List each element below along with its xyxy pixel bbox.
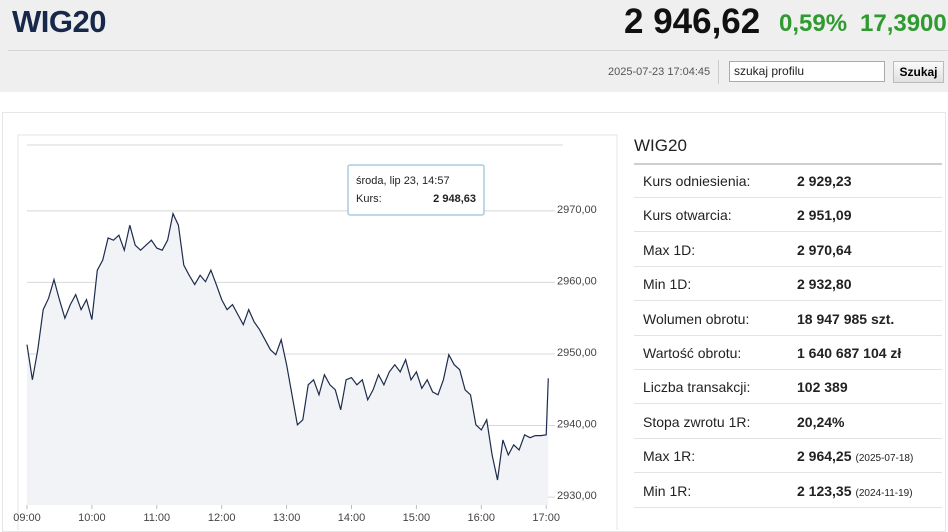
y-tick-label: 2930,00 bbox=[557, 490, 597, 502]
stat-label: Kurs otwarcia: bbox=[643, 207, 732, 224]
change-pct: 0,59% bbox=[779, 10, 848, 37]
stats-row: Liczba transakcji: 102 389 bbox=[634, 370, 942, 405]
stat-value: 20,24% bbox=[797, 413, 845, 430]
stat-label: Wartość obrotu: bbox=[643, 345, 742, 361]
stats-row: Wolumen obrotu: 18 947 985 szt. bbox=[634, 302, 942, 336]
area bbox=[27, 213, 549, 505]
y-tick-label: 2940,00 bbox=[557, 418, 597, 430]
stat-value: 2 932,80 bbox=[797, 276, 852, 293]
stat-label: Min 1D: bbox=[643, 276, 692, 293]
stat-value: 2 951,09 bbox=[797, 207, 852, 224]
stat-date: (2025-07-18) bbox=[855, 453, 914, 465]
stats-row: Wartość obrotu: 1 640 687 104 zł bbox=[634, 336, 942, 370]
stats-title: WIG20 bbox=[634, 136, 687, 155]
x-tick-label: 16:00 bbox=[468, 512, 496, 524]
price-line bbox=[26, 211, 549, 481]
stat-value: 2 123,35 bbox=[797, 482, 852, 499]
tooltip: środa, lip 23, 14:57 Kurs: 2 948,63 bbox=[347, 164, 485, 216]
stat-value-cell: 102 389 bbox=[797, 379, 848, 395]
stats-row: Min 1D: 2 932,80 bbox=[634, 267, 942, 302]
price: 2 946,62 bbox=[624, 2, 761, 41]
x-tick-label: 14:00 bbox=[338, 512, 366, 524]
stat-value-cell: 2 932,80 bbox=[797, 276, 852, 292]
stat-value-cell: 2 964,25 (2025-07-18) bbox=[797, 448, 913, 464]
stat-value-cell: 20,24% bbox=[797, 414, 844, 430]
stat-value: 1 640 687 104 zł bbox=[797, 345, 902, 361]
x-tick-label: 13:00 bbox=[273, 512, 301, 524]
x-tick-label: 11:00 bbox=[143, 512, 170, 524]
stat-value-cell: 2 951,09 bbox=[797, 207, 852, 223]
stat-value: 2 970,64 bbox=[797, 241, 852, 258]
separator bbox=[634, 163, 942, 165]
stat-value-cell: 2 929,23 bbox=[797, 173, 852, 189]
stat-value: 102 389 bbox=[797, 379, 848, 396]
tooltip-value: 2 948,63 bbox=[433, 193, 476, 205]
timestamp: 2025-07-23 17:04:45 bbox=[608, 66, 711, 78]
divider bbox=[718, 60, 719, 84]
stats-row: Max 1R: 2 964,25 (2025-07-18) bbox=[634, 439, 942, 474]
x-tick-label: 17:00 bbox=[532, 512, 560, 524]
stat-label: Stopa zwrotu 1R: bbox=[643, 413, 751, 430]
x-tick-label: 12:00 bbox=[208, 512, 236, 524]
stat-value-cell: 18 947 985 szt. bbox=[797, 311, 894, 327]
stat-value: 2 929,23 bbox=[797, 173, 852, 189]
stat-value: 18 947 985 szt. bbox=[797, 310, 895, 327]
y-tick-label: 2970,00 bbox=[557, 204, 597, 216]
stat-date: (2024-11-19) bbox=[855, 487, 913, 499]
stat-value: 2 964,25 bbox=[797, 448, 852, 465]
stat-value-cell: 2 123,35 (2024-11-19) bbox=[797, 483, 913, 499]
stats-row: Min 1R: 2 123,35 (2024-11-19) bbox=[634, 474, 942, 508]
y-tick-label: 2960,00 bbox=[557, 275, 597, 287]
stat-label: Min 1R: bbox=[643, 482, 692, 499]
search-input[interactable]: szukaj profilu bbox=[729, 61, 885, 82]
stats-row: Max 1D: 2 970,64 bbox=[634, 233, 942, 267]
x-tick-label: 15:00 bbox=[403, 512, 431, 524]
stat-value-cell: 1 640 687 104 zł bbox=[797, 345, 901, 361]
search-button[interactable]: Szukaj bbox=[893, 61, 944, 83]
stat-label: Max 1D: bbox=[643, 241, 696, 258]
change: 17,3900 bbox=[860, 10, 947, 37]
stats-row: Kurs otwarcia: 2 951,09 bbox=[634, 198, 942, 233]
stat-label: Max 1R: bbox=[643, 448, 696, 465]
chart: 2930,00 2940,00 2950,00 2960,00 2970,00 09:00… bbox=[13, 134, 618, 530]
tooltip-label: Kurs: bbox=[356, 193, 382, 205]
tooltip-title: środa, lip 23, 14:57 bbox=[356, 175, 450, 187]
y-tick-label: 2950,00 bbox=[557, 347, 597, 359]
separator bbox=[8, 50, 948, 51]
stats-row: Kurs odniesienia: 2 929,23 bbox=[634, 164, 942, 198]
tooltip-box bbox=[347, 164, 485, 216]
stat-label: Kurs odniesienia: bbox=[643, 173, 751, 189]
index-title: WIG20 bbox=[12, 4, 106, 39]
x-tick-label: 09:00 bbox=[13, 512, 41, 524]
x-tick-label: 10:00 bbox=[78, 512, 106, 524]
stat-label: Liczba transakcji: bbox=[643, 379, 751, 396]
stat-value-cell: 2 970,64 bbox=[797, 242, 852, 258]
stat-label: Wolumen obrotu: bbox=[643, 310, 750, 327]
stats-row: Stopa zwrotu 1R: 20,24% bbox=[634, 405, 942, 439]
